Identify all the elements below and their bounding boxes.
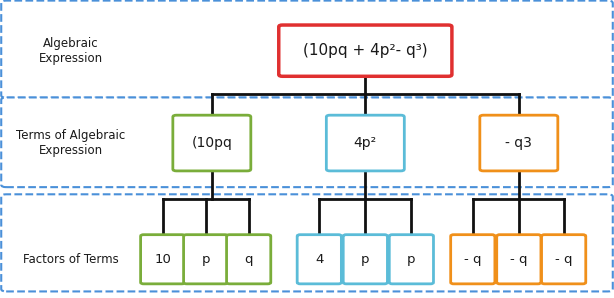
Text: (10pq + 4p²- q³): (10pq + 4p²- q³) — [303, 43, 427, 58]
FancyBboxPatch shape — [141, 235, 185, 284]
FancyBboxPatch shape — [480, 115, 558, 171]
Text: Terms of Algebraic
Expression: Terms of Algebraic Expression — [16, 129, 125, 157]
FancyBboxPatch shape — [542, 235, 586, 284]
Text: p: p — [407, 253, 416, 266]
Text: - q: - q — [464, 253, 481, 266]
FancyBboxPatch shape — [389, 235, 433, 284]
Text: 4: 4 — [315, 253, 324, 266]
FancyBboxPatch shape — [327, 115, 404, 171]
FancyBboxPatch shape — [173, 115, 251, 171]
FancyBboxPatch shape — [497, 235, 541, 284]
Text: p: p — [201, 253, 210, 266]
Text: Algebraic
Expression: Algebraic Expression — [39, 37, 103, 65]
Text: Factors of Terms: Factors of Terms — [23, 253, 119, 266]
Text: q: q — [244, 253, 253, 266]
Text: p: p — [361, 253, 370, 266]
FancyBboxPatch shape — [451, 235, 495, 284]
Text: - q: - q — [510, 253, 527, 266]
Text: - q3: - q3 — [505, 136, 532, 150]
FancyBboxPatch shape — [227, 235, 271, 284]
Text: (10pq: (10pq — [192, 136, 232, 150]
FancyBboxPatch shape — [1, 97, 613, 187]
FancyBboxPatch shape — [1, 1, 613, 98]
Text: 4p²: 4p² — [354, 136, 377, 150]
FancyBboxPatch shape — [279, 25, 452, 76]
Text: 10: 10 — [154, 253, 171, 266]
Text: - q: - q — [555, 253, 572, 266]
FancyBboxPatch shape — [297, 235, 341, 284]
FancyBboxPatch shape — [1, 194, 613, 291]
FancyBboxPatch shape — [184, 235, 228, 284]
FancyBboxPatch shape — [343, 235, 387, 284]
